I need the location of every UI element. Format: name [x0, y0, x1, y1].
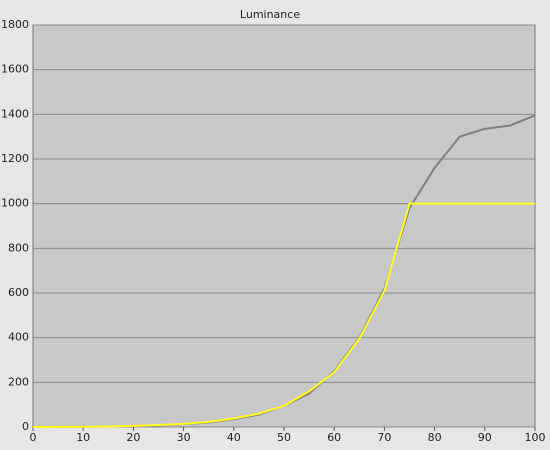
x-tick-label: 70: [377, 431, 391, 444]
y-tick-label: 800: [8, 241, 29, 254]
y-tick-label: 0: [22, 420, 29, 433]
y-tick-label: 1000: [1, 197, 29, 210]
x-tick-label: 40: [227, 431, 241, 444]
x-tick-label: 10: [76, 431, 90, 444]
x-tick-label: 0: [30, 431, 37, 444]
x-tick-label: 50: [277, 431, 291, 444]
y-tick-label: 1600: [1, 63, 29, 76]
y-tick-label: 1200: [1, 152, 29, 165]
plot-area: [32, 24, 536, 428]
y-tick-label: 200: [8, 375, 29, 388]
x-tick-label: 20: [126, 431, 140, 444]
x-tick-label: 30: [177, 431, 191, 444]
chart-title: Luminance: [240, 8, 300, 21]
y-tick-label: 1400: [1, 107, 29, 120]
y-tick-label: 400: [8, 331, 29, 344]
y-tick-label: 600: [8, 286, 29, 299]
y-tick-label: 1800: [1, 18, 29, 31]
series-line: [32, 202, 535, 428]
x-tick-label: 90: [478, 431, 492, 444]
x-tick-label: 80: [428, 431, 442, 444]
x-tick-label: 60: [327, 431, 341, 444]
x-tick-label: 100: [525, 431, 546, 444]
